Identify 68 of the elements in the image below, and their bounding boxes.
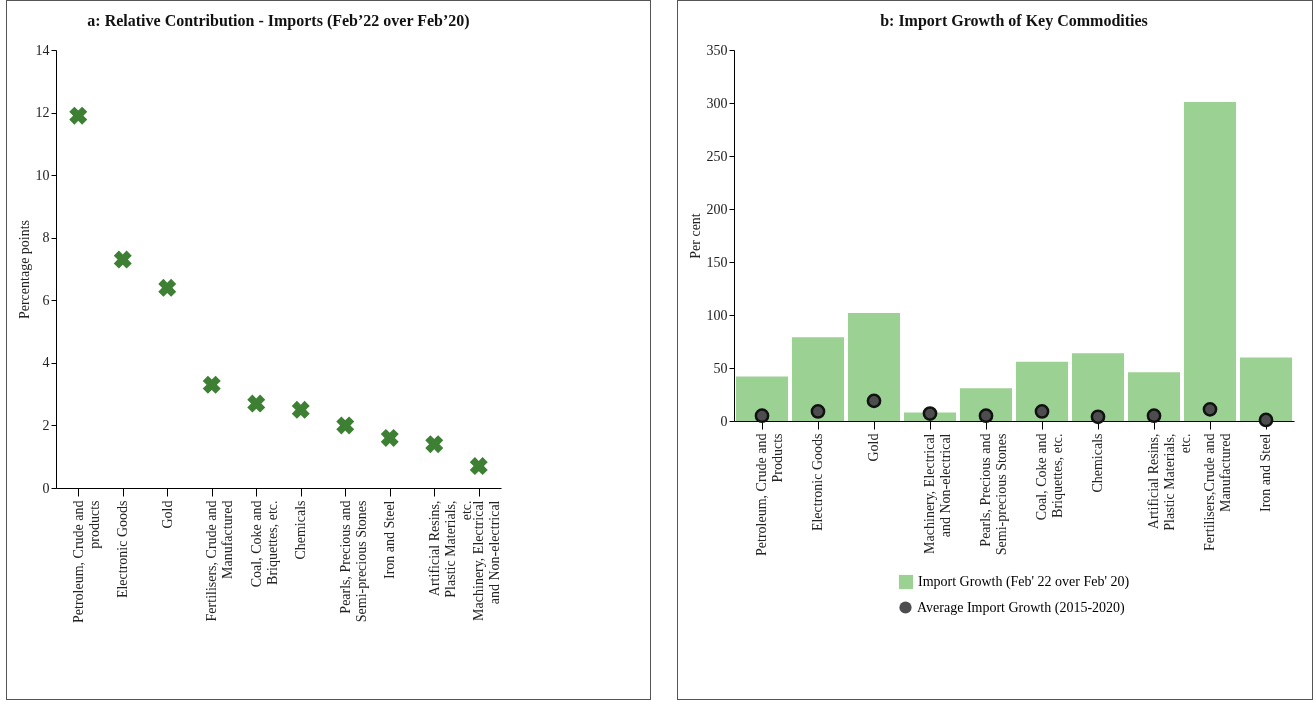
point [1146, 408, 1162, 424]
point [69, 106, 88, 125]
y-tick-label: 100 [706, 307, 728, 323]
y-axis-title: Per cent [687, 213, 703, 259]
legend-label: Import Growth (Feb' 22 over Feb' 20) [918, 574, 1130, 590]
y-tick-label: 12 [35, 105, 50, 121]
x-tick-label: Coal, Coke and Briquettes, etc. [248, 500, 280, 588]
y-tick-label: 300 [706, 95, 728, 111]
point [866, 393, 882, 409]
y-tick-label: 50 [713, 360, 728, 376]
y-tick-label: 10 [35, 167, 50, 183]
point [1258, 412, 1274, 428]
point [810, 404, 826, 419]
x-tick-label: Chemicals [293, 500, 309, 560]
bar [1071, 353, 1125, 421]
bar [1127, 372, 1181, 421]
y-axis-title: Percentage points [16, 219, 32, 320]
x-tick-label: Electronic Goods [115, 500, 131, 599]
y-tick-label: 6 [42, 292, 50, 308]
x-tick-label: Coal, Coke and Briquettes, etc. [1034, 433, 1065, 521]
bar [791, 337, 845, 421]
point [158, 278, 177, 297]
chart-title: a: Relative Contribution - Imports (Feb’22 over Feb’20) [87, 12, 470, 30]
bar [959, 388, 1013, 421]
bar [1239, 357, 1293, 421]
x-tick-label: Artificial Resins, Plastic Materials, etc. [426, 500, 474, 598]
point [291, 400, 310, 419]
x-tick-label: Machinery, Electrical and Non-electrical [922, 433, 953, 554]
point [336, 416, 355, 435]
y-tick-label: 2 [42, 417, 50, 433]
x-tick-label: Chemicals [1090, 433, 1105, 493]
point [113, 250, 132, 269]
x-tick-label: Iron and Steel [382, 500, 398, 580]
y-tick-label: 0 [720, 413, 728, 429]
x-tick-label: Iron and Steel [1258, 433, 1273, 513]
x-tick-label: Electronic Goods [810, 433, 825, 532]
x-tick-label: Petroleum, Crude and products [70, 500, 102, 623]
x-tick-label: Pearls, Precious and Semi-precious Stones [337, 500, 369, 623]
x-tick-label: Artificial Resins, Plastic Materials, etc. [1146, 433, 1193, 531]
bar [1183, 101, 1237, 421]
bar [735, 376, 789, 421]
y-tick-label: 4 [42, 355, 50, 371]
point [922, 406, 938, 421]
y-tick-label: 250 [706, 148, 728, 164]
x-tick-label: Petroleum, Crude and Products [754, 433, 785, 556]
legend-label: Average Import Growth (2015-2020) [917, 599, 1126, 616]
point [247, 394, 266, 413]
bar [847, 312, 901, 421]
point [1034, 404, 1050, 419]
chart-title: b: Import Growth of Key Commodities [880, 12, 1148, 30]
y-tick-label: 200 [706, 201, 728, 217]
y-tick-label: 0 [42, 480, 50, 496]
x-tick-label: Gold [866, 433, 881, 462]
y-tick-label: 14 [35, 42, 50, 58]
point [380, 428, 399, 447]
x-tick-label: Fertilisers, Crude and Manufactured [204, 500, 236, 622]
y-tick-label: 150 [706, 254, 728, 270]
point [978, 408, 994, 424]
bar [1015, 361, 1069, 421]
y-tick-label: 350 [706, 42, 728, 58]
point [1202, 401, 1218, 417]
point [754, 408, 770, 424]
y-tick-label: 8 [42, 230, 50, 246]
point [469, 457, 488, 476]
point [425, 435, 444, 454]
x-tick-label: Gold [159, 500, 175, 529]
point [1090, 409, 1106, 425]
point [202, 375, 221, 394]
